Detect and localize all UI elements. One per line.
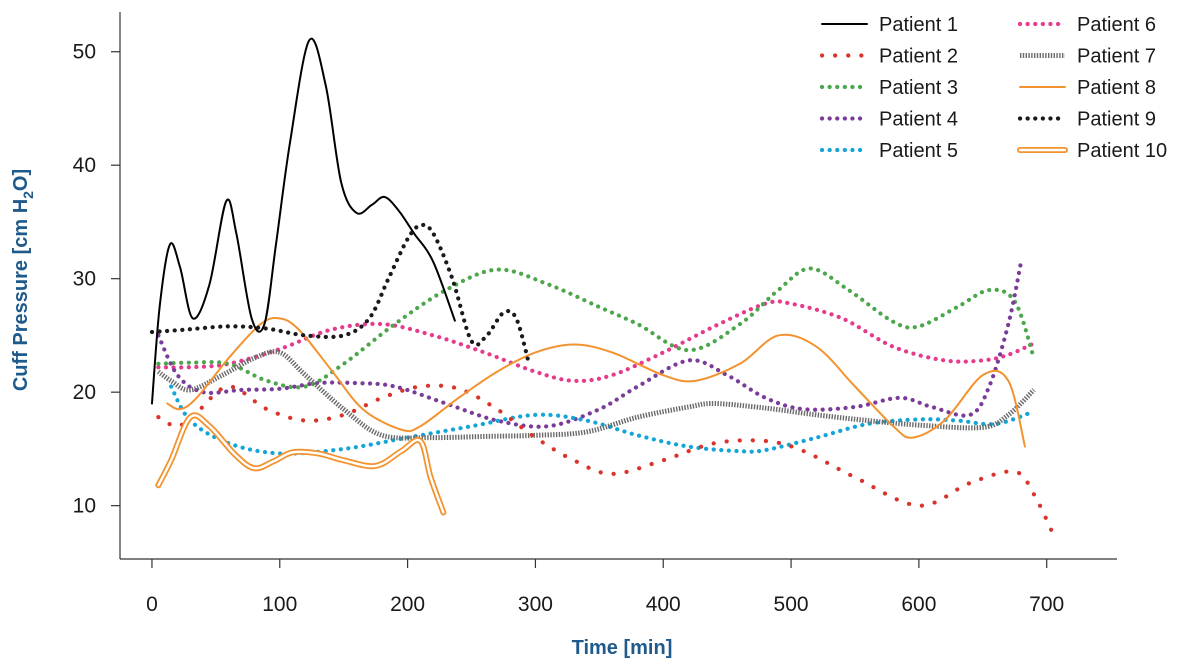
legend-item-patient-1: Patient 1: [821, 14, 958, 36]
legend-label: Patient 3: [879, 77, 958, 99]
y-tick-label: 10: [73, 495, 96, 518]
y-tick-label: 30: [73, 268, 96, 291]
legend-label: Patient 7: [1077, 46, 1156, 68]
patient-4-line: [156, 259, 1024, 429]
legend-label: Patient 4: [879, 109, 958, 131]
axes: 0 100 200 300 400 500 600 700 10 20 30 40 50: [73, 12, 1117, 616]
series-patient-6: [156, 299, 1037, 384]
legend-item-patient-4: Patient 4: [819, 109, 958, 131]
patient-1-line: [150, 37, 456, 405]
patient-10-line-inner: [157, 414, 445, 514]
legend-label: Patient 2: [879, 46, 958, 68]
x-tick-label: 200: [390, 593, 425, 616]
series-layer: [149, 37, 1056, 537]
series-patient-8: [166, 316, 1026, 448]
x-tick-label: 600: [901, 593, 936, 616]
y-tick-label: 40: [73, 154, 96, 177]
legend-item-patient-6: Patient 6: [1017, 14, 1156, 36]
legend: Patient 1 Patient 2 Patient 3 Patient 4 Pati…: [819, 14, 1167, 162]
y-tick-label: 20: [73, 381, 96, 404]
legend-label: Patient 1: [879, 14, 958, 36]
series-patient-10: [155, 412, 447, 516]
legend-item-patient-9: Patient 9: [1017, 109, 1156, 131]
y-tick-label: 50: [73, 41, 96, 64]
patient-7-line: [156, 349, 1036, 441]
y-axis-title-main: Cuff Pressure [cm H: [10, 199, 32, 391]
series-patient-1: [150, 37, 456, 405]
legend-item-patient-3: Patient 3: [819, 77, 958, 99]
series-patient-4: [156, 259, 1024, 429]
x-tick-label: 100: [262, 593, 297, 616]
patient-2-line: [156, 383, 1056, 537]
legend-item-patient-10: Patient 10: [1017, 140, 1167, 162]
y-axis-title: Cuff Pressure [cm H2O]: [10, 169, 36, 391]
series-patient-2: [156, 383, 1056, 537]
patient-8-line: [166, 316, 1026, 448]
legend-item-patient-8: Patient 8: [1019, 77, 1156, 99]
x-tick-label: 400: [646, 593, 681, 616]
x-tick-label: 300: [518, 593, 553, 616]
legend-label: Patient 6: [1077, 14, 1156, 36]
patient-3-line: [156, 266, 1037, 390]
series-patient-9: [149, 222, 532, 366]
x-tick-label: 700: [1029, 593, 1064, 616]
x-tick-label: 0: [146, 593, 158, 616]
series-patient-5: [169, 384, 1037, 456]
legend-label: Patient 10: [1077, 140, 1167, 162]
legend-item-patient-7: Patient 7: [1020, 46, 1156, 68]
legend-label: Patient 8: [1077, 77, 1156, 99]
x-tick-label: 500: [774, 593, 809, 616]
legend-label: Patient 5: [879, 140, 958, 162]
x-axis-title: Time [min]: [572, 637, 673, 659]
y-axis-title-subscript: 2: [20, 191, 36, 199]
legend-label: Patient 9: [1077, 109, 1156, 131]
series-patient-3: [156, 266, 1037, 390]
series-patient-7: [156, 349, 1036, 441]
patient-5-line: [169, 384, 1037, 456]
y-axis-title-tail: O]: [10, 169, 32, 191]
patient-9-line: [149, 222, 532, 366]
patient-6-line: [156, 299, 1037, 384]
legend-item-patient-2: Patient 2: [819, 46, 958, 68]
legend-item-patient-5: Patient 5: [819, 140, 958, 162]
